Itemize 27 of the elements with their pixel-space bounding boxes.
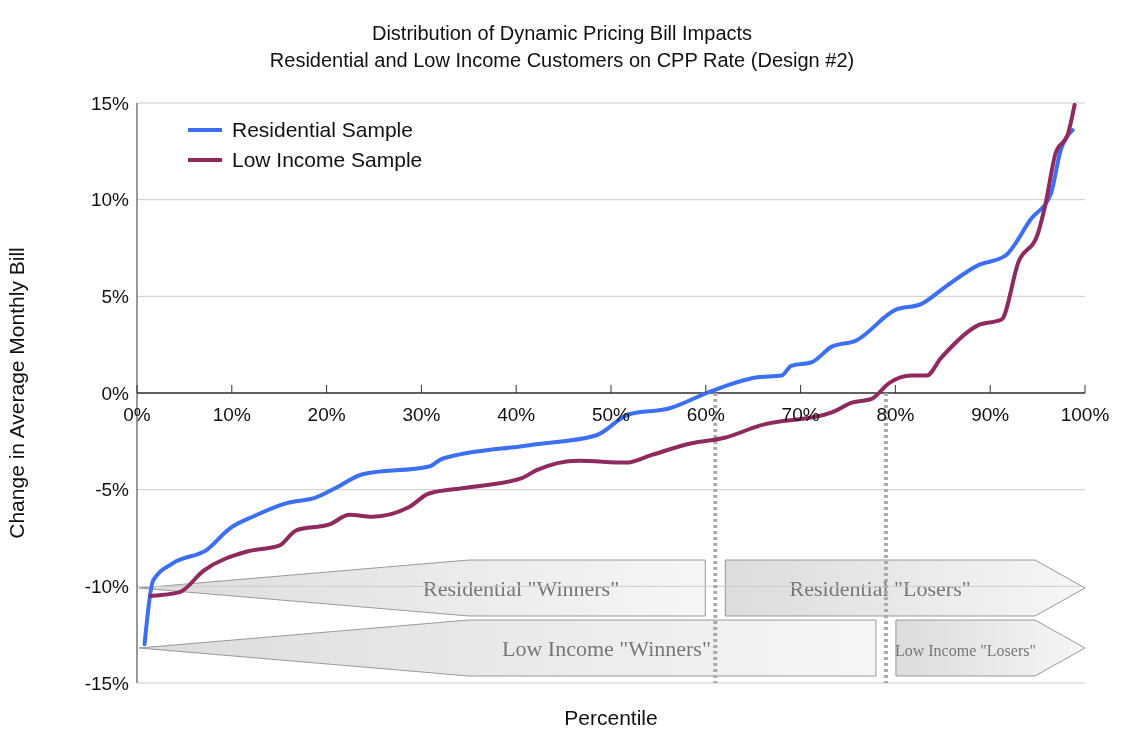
y-tick-label: -15% xyxy=(84,672,130,694)
x-tick-label: 90% xyxy=(971,404,1010,425)
x-tick-label: 10% xyxy=(212,404,251,425)
y-tick-label: 15% xyxy=(90,92,130,114)
y-tick-label: 10% xyxy=(90,189,130,211)
annotation: Low Income "Losers" xyxy=(894,642,1036,659)
x-tick-label: 100% xyxy=(1060,404,1110,425)
annotation: Low Income "Winners" xyxy=(502,636,711,661)
x-tick-label: 30% xyxy=(402,404,441,425)
x-tick-label: 40% xyxy=(497,404,536,425)
x-tick-label: 0% xyxy=(123,404,151,425)
chart-title: Distribution of Dynamic Pricing Bill Impacts xyxy=(370,21,754,46)
annotation: Residential "Winners" xyxy=(423,576,620,601)
x-tick-label: 60% xyxy=(686,404,725,425)
chart-subtitle: Residential and Low Income Customers on CPP Rate (Design #2) xyxy=(268,48,856,73)
x-tick-label: 80% xyxy=(876,404,915,425)
legend-label: Residential Sample xyxy=(232,117,413,143)
legend-label: Low Income Sample xyxy=(232,147,423,173)
y-tick-label: -5% xyxy=(95,479,130,501)
y-tick-label: 5% xyxy=(101,286,130,308)
annotation: Residential "Losers" xyxy=(789,576,971,601)
x-tick-label: 20% xyxy=(307,404,346,425)
y-axis-title: Change in Average Monthly Bill xyxy=(5,247,29,539)
y-tick-label: -10% xyxy=(84,576,130,598)
x-tick-label: 50% xyxy=(591,404,631,425)
x-axis-title: Percentile xyxy=(564,706,658,729)
y-tick-label: 0% xyxy=(101,382,130,404)
